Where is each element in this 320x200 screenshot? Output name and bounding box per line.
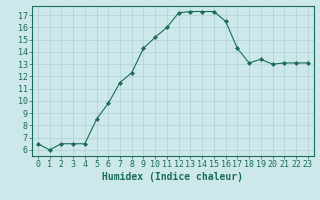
- X-axis label: Humidex (Indice chaleur): Humidex (Indice chaleur): [102, 172, 243, 182]
